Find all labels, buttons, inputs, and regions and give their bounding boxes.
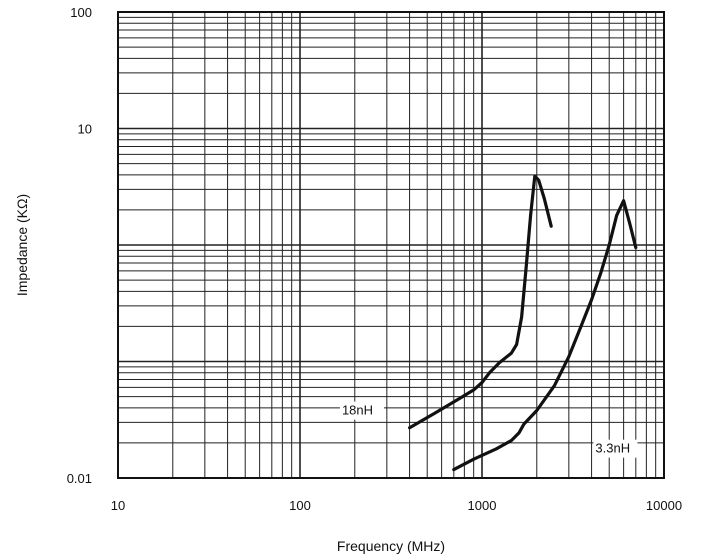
series-label-background <box>593 439 638 458</box>
series-label-3-3nh: 3.3nH <box>595 441 630 456</box>
x-axis-title: Frequency (MHz) <box>337 538 445 554</box>
tick-labels: 10 100 1000 10000 0.01 10 100 <box>67 5 682 513</box>
series-label-18nh: 18nH <box>342 403 373 418</box>
x-tick-label: 10000 <box>646 498 682 513</box>
series-group: 18nH 3.3nH <box>339 174 638 472</box>
plot-frame <box>117 11 665 479</box>
x-tick-label: 100 <box>289 498 311 513</box>
y-tick-label: 0.01 <box>67 471 92 486</box>
x-tick-label: 1000 <box>468 498 497 513</box>
y-tick-label: 100 <box>70 5 92 20</box>
chart-grid <box>118 12 664 478</box>
series-line-3-3nh <box>452 199 638 472</box>
series-label-background <box>339 401 384 420</box>
y-axis-title: Impedance (KΩ) <box>14 194 30 296</box>
y-tick-label: 10 <box>78 122 92 137</box>
x-tick-label: 10 <box>111 498 125 513</box>
series-line-18nh <box>408 174 553 430</box>
